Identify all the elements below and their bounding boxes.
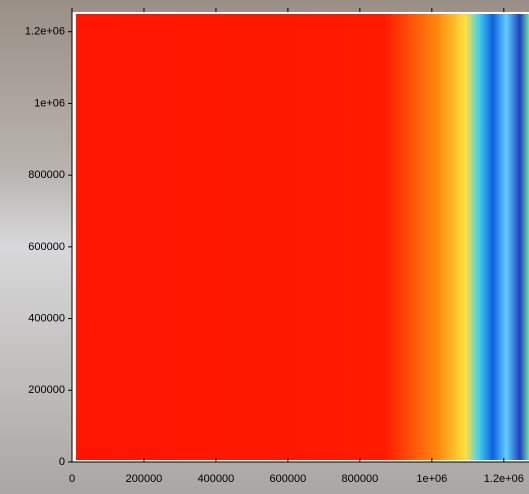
x-tick-label: 600000 xyxy=(270,473,307,485)
y-tick-label: 200000 xyxy=(28,384,65,396)
y-tick-label: 1e+06 xyxy=(34,97,65,109)
y-tick-label: 600000 xyxy=(28,241,65,253)
y-tick-label: 1.2e+06 xyxy=(25,26,65,38)
x-tick-label: 800000 xyxy=(342,473,379,485)
x-tick-label: 1e+06 xyxy=(416,473,447,485)
y-tick-label: 0 xyxy=(59,456,65,468)
y-tick-label: 400000 xyxy=(28,312,65,324)
y-tick-label: 800000 xyxy=(28,169,65,181)
x-tick-label: 400000 xyxy=(198,473,235,485)
field xyxy=(76,14,529,460)
x-tick-label: 0 xyxy=(69,473,75,485)
x-tick-label: 200000 xyxy=(126,473,163,485)
x-tick-label: 1.2e+06 xyxy=(484,473,524,485)
